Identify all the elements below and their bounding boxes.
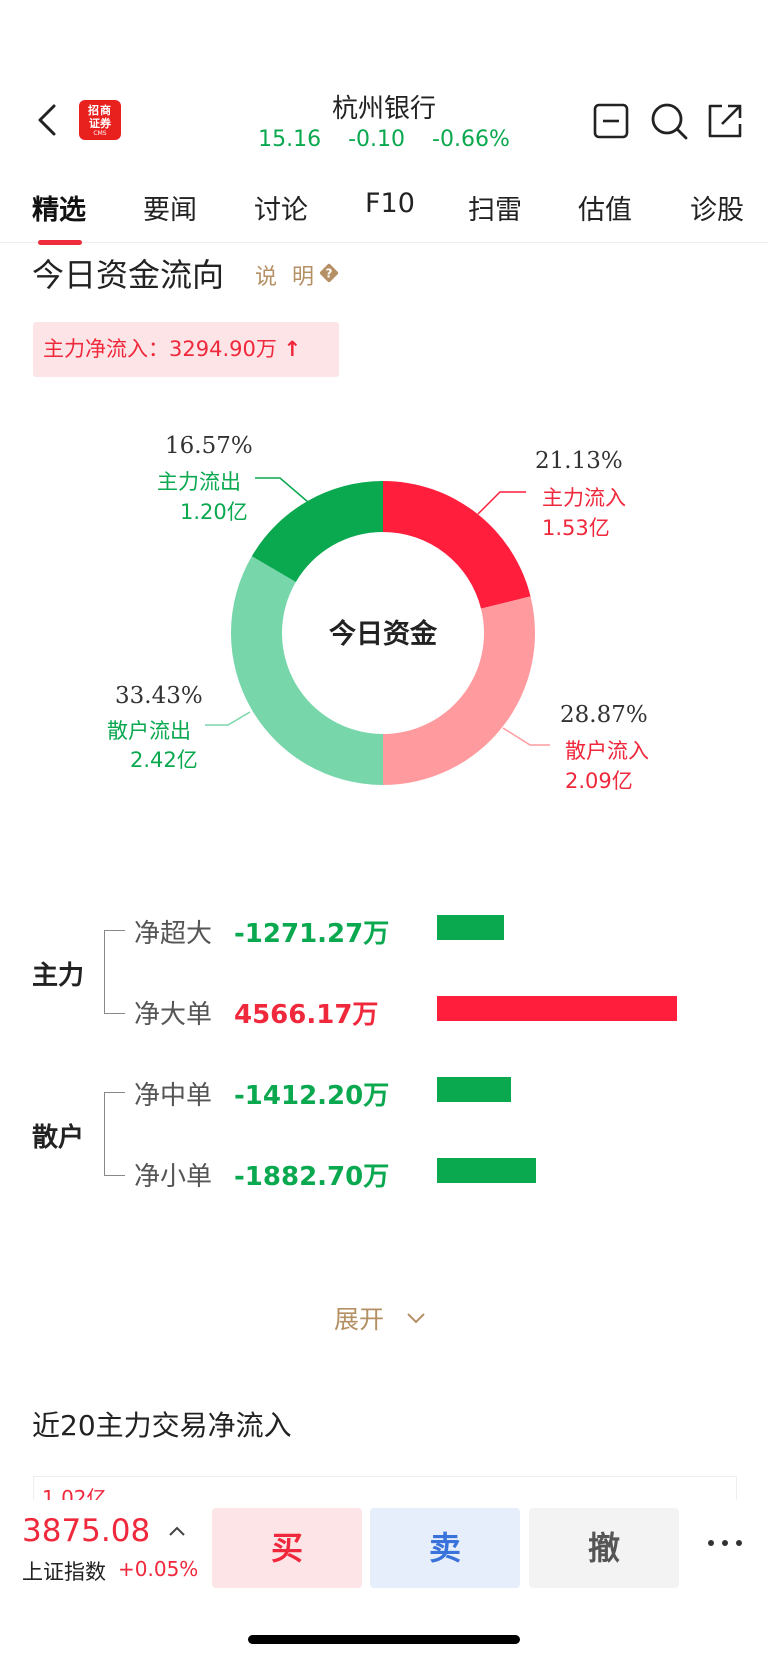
amount-main-out: 1.20亿: [180, 500, 248, 524]
amount-retail-in: 2.09亿: [565, 769, 633, 793]
donut-slice-main-out: [251, 481, 383, 582]
section-title-fund-flow: 今日资金流向: [32, 256, 225, 294]
amount-main-in: 1.53亿: [542, 516, 610, 540]
leader-line-retail-out: [205, 711, 251, 726]
bracket-retail: [104, 1092, 125, 1176]
chevron-down-icon[interactable]: [405, 1308, 427, 1328]
fund-flow-donut: [205, 477, 550, 785]
group-label-main: 主力: [32, 961, 85, 991]
buy-button[interactable]: 买: [212, 1508, 362, 1588]
svg-text:?: ?: [326, 267, 333, 281]
bar-medium: [437, 1077, 511, 1102]
row-name-large: 净大单: [134, 1000, 213, 1030]
bracket-main: [104, 930, 125, 1014]
broker-logo: 招商 证券 CMS: [79, 100, 121, 140]
row-value-super-large: -1271.27万: [234, 919, 390, 949]
label-main-in: 主力流入: [542, 486, 626, 510]
donut-slice-retail-in: [383, 596, 535, 785]
row-name-small: 净小单: [134, 1162, 213, 1192]
pct-retail-in: 28.87%: [560, 702, 648, 728]
index-name: 上证指数: [22, 1560, 106, 1584]
donut-slice-main-in: [383, 481, 531, 609]
leader-line-retail-in: [502, 727, 550, 746]
tab-discussion[interactable]: 讨论: [254, 195, 308, 226]
more-icon[interactable]: [705, 1536, 745, 1550]
group-label-retail: 散户: [32, 1123, 85, 1153]
expand-button[interactable]: 展开: [334, 1305, 385, 1334]
tab-f10[interactable]: F10: [365, 188, 415, 219]
bar-super-large: [437, 915, 504, 940]
tab-risk-scan[interactable]: 扫雷: [468, 195, 522, 226]
label-retail-in: 散户流入: [565, 739, 649, 763]
cancel-order-button[interactable]: 撤: [529, 1508, 679, 1588]
pct-main-out: 16.57%: [165, 433, 253, 459]
minus-box-icon[interactable]: [590, 100, 632, 142]
sell-button[interactable]: 卖: [370, 1508, 520, 1588]
home-indicator: [248, 1635, 520, 1644]
row-name-medium: 净中单: [134, 1081, 213, 1111]
amount-retail-out: 2.42亿: [130, 748, 198, 772]
label-retail-out: 散户流出: [107, 719, 191, 743]
row-value-small: -1882.70万: [234, 1162, 390, 1192]
pct-retail-out: 33.43%: [115, 683, 203, 709]
tab-bar: 精选 要闻 讨论 F10 扫雷 估值 诊股: [0, 180, 768, 243]
help-link[interactable]: 说 明: [255, 265, 318, 290]
donut-slice-retail-out: [231, 556, 383, 785]
search-icon[interactable]: [648, 100, 690, 142]
tab-diagnosis[interactable]: 诊股: [690, 195, 744, 226]
net-inflow-text: 主力净流入：3294.90万: [43, 337, 277, 361]
label-main-out: 主力流出: [157, 470, 241, 494]
stock-price: 15.16: [258, 127, 322, 152]
row-name-super-large: 净超大: [134, 919, 213, 949]
index-change: +0.05%: [118, 1557, 199, 1581]
tab-news[interactable]: 要闻: [143, 195, 197, 226]
section-title-net20: 近20主力交易净流入: [32, 1409, 292, 1442]
question-diamond-icon[interactable]: ?: [318, 262, 340, 284]
tab-featured[interactable]: 精选: [32, 195, 86, 226]
leader-line-main-out: [255, 477, 309, 503]
active-tab-indicator: [38, 240, 82, 245]
bar-large: [437, 996, 677, 1021]
stock-name: 杭州银行: [331, 94, 436, 124]
tab-valuation[interactable]: 估值: [578, 195, 632, 226]
net-inflow-badge: 主力净流入：3294.90万 ↑: [33, 322, 339, 377]
row-value-large: 4566.17万: [234, 1000, 379, 1030]
stock-quote: 15.16 -0.10 -0.66%: [230, 127, 538, 152]
leader-line-main-in: [477, 491, 526, 515]
index-value[interactable]: 3875.08: [22, 1513, 151, 1549]
row-value-medium: -1412.20万: [234, 1081, 390, 1111]
net20-chart-frame: [33, 1476, 737, 1507]
stock-change: -0.10: [348, 127, 406, 152]
share-icon[interactable]: [704, 100, 746, 142]
stock-change-pct: -0.66%: [432, 127, 510, 152]
chevron-up-icon[interactable]: [166, 1520, 188, 1542]
pct-main-in: 21.13%: [535, 448, 623, 474]
arrow-up-icon: ↑: [283, 337, 302, 361]
bar-small: [437, 1158, 536, 1183]
donut-center-label: 今日资金: [329, 619, 437, 650]
back-icon[interactable]: [28, 96, 68, 144]
